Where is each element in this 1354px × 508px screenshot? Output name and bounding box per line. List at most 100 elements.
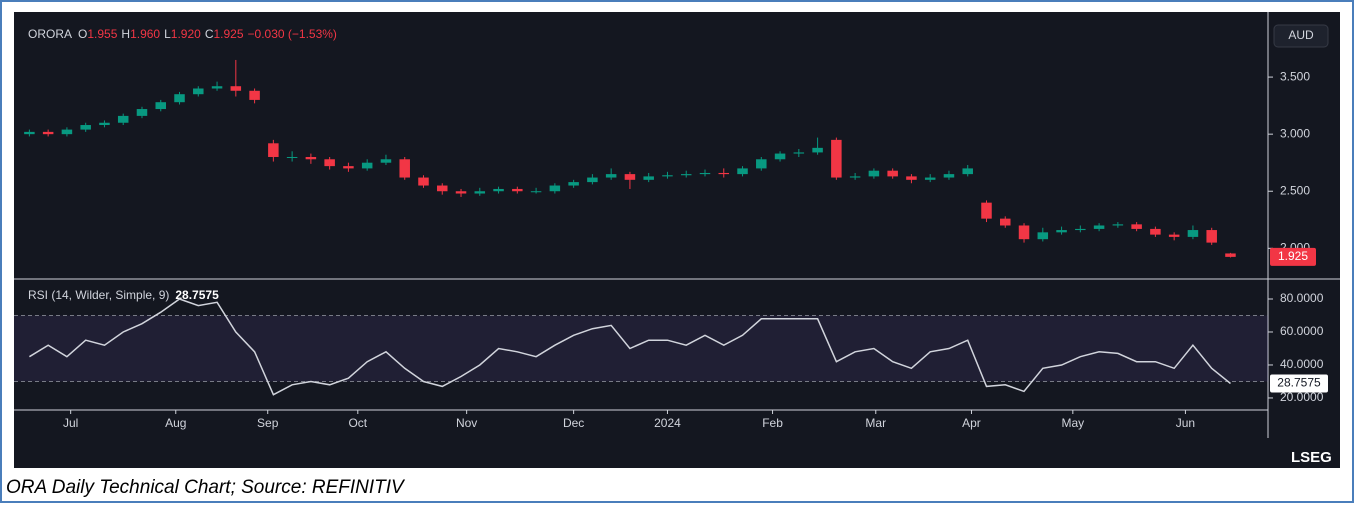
x-tick-label: Feb xyxy=(762,416,783,430)
x-tick-label: Oct xyxy=(348,416,367,430)
y-tick-label: 3.500 xyxy=(1280,69,1310,83)
rsi-line xyxy=(29,298,1231,396)
candle-body xyxy=(361,162,373,169)
candle-body xyxy=(549,185,561,192)
candle-body xyxy=(737,168,748,175)
candle-body xyxy=(230,86,242,91)
candle-body xyxy=(831,139,842,178)
candle-body xyxy=(1150,228,1161,235)
rsi-value: 28.7575 xyxy=(175,288,219,302)
candle-body xyxy=(61,129,73,135)
candle-body xyxy=(418,177,429,186)
candle-body xyxy=(943,174,955,178)
caption: ORA Daily Technical Chart; Source: REFIN… xyxy=(6,477,406,498)
candle-body xyxy=(1093,225,1105,229)
ohlc-label: H xyxy=(121,27,130,41)
ohlc-label: O xyxy=(78,27,87,41)
candle-body xyxy=(343,166,354,169)
candle-body xyxy=(1000,218,1011,226)
candle-body xyxy=(662,175,673,177)
candle-body xyxy=(80,125,91,130)
candle-body xyxy=(268,143,279,157)
y-tick-label: 3.000 xyxy=(1280,126,1310,140)
candle-body xyxy=(624,174,636,180)
candle-body xyxy=(117,115,129,123)
candle-body xyxy=(512,188,523,192)
y-tick-label: 20.0000 xyxy=(1280,390,1324,404)
ohlc-value: 1.955 xyxy=(87,27,117,41)
x-tick-label: Aug xyxy=(165,416,186,430)
ohlc-label: L xyxy=(164,27,171,41)
candle-body xyxy=(1206,230,1217,243)
price-header: ORORA O1.955 H1.960 L1.920 C1.925 −0.030 (−1.… xyxy=(28,27,337,41)
candle-body xyxy=(568,182,579,186)
candle-body xyxy=(1037,232,1049,240)
candle-body xyxy=(718,172,730,175)
candle-body xyxy=(24,131,35,135)
candle-body xyxy=(962,168,973,175)
y-tick-label: 40.0000 xyxy=(1280,357,1324,371)
ohlc-value: 1.960 xyxy=(130,27,160,41)
candle-body xyxy=(887,170,898,177)
candle-body xyxy=(1056,230,1067,233)
rsi-title: RSI (14, Wilder, Simple, 9) xyxy=(28,288,169,302)
ohlc-value: 1.920 xyxy=(171,27,201,41)
candle-body xyxy=(1075,228,1086,231)
x-tick-label: Jul xyxy=(63,416,78,430)
y-tick-label: 2.500 xyxy=(1280,183,1310,197)
candle-body xyxy=(849,176,861,178)
candle-body xyxy=(380,159,392,163)
candle-body xyxy=(1187,230,1199,237)
candle-body xyxy=(699,172,711,175)
candle-body xyxy=(99,122,110,126)
currency-button[interactable] xyxy=(1273,24,1329,48)
ohlc-label: C xyxy=(205,27,214,41)
candle-body xyxy=(155,102,167,110)
candle-body xyxy=(680,174,692,176)
symbol: ORORA xyxy=(28,27,72,41)
candle-body xyxy=(474,191,486,194)
candle-body xyxy=(136,109,148,116)
last-price: 1.925 xyxy=(1278,249,1308,263)
x-tick-label: Nov xyxy=(456,416,477,430)
x-tick-label: Mar xyxy=(865,416,886,430)
chart-background xyxy=(14,12,1340,468)
candle-body xyxy=(1112,224,1124,226)
x-tick-label: Apr xyxy=(962,416,981,430)
candle-body xyxy=(530,191,542,193)
candle-body xyxy=(924,177,936,180)
x-tick-label: May xyxy=(1061,416,1084,430)
candle-body xyxy=(193,88,204,95)
candle-body xyxy=(868,170,880,177)
candle-body xyxy=(774,153,786,160)
candle-body xyxy=(1225,253,1236,257)
candle-body xyxy=(211,86,223,89)
last-price-box xyxy=(1270,247,1316,266)
candle-body xyxy=(399,159,410,178)
y-tick-label: 80.0000 xyxy=(1280,291,1324,305)
candle-body xyxy=(906,176,917,180)
x-tick-label: Sep xyxy=(257,416,279,430)
y-tick-label: 60.0000 xyxy=(1280,324,1324,338)
currency[interactable]: AUD xyxy=(1288,28,1314,42)
candle-body xyxy=(324,159,335,167)
x-tick-label: Dec xyxy=(563,416,584,430)
candle-body xyxy=(587,177,598,183)
logo: LSEG xyxy=(1291,449,1332,466)
rsi-last-box xyxy=(1270,374,1328,393)
candle-body xyxy=(249,90,260,100)
rsi-band xyxy=(14,315,1268,382)
ohlc-value: 1.925 xyxy=(213,27,243,41)
change: −0.030 (−1.53%) xyxy=(248,27,337,41)
candle-body xyxy=(305,156,317,160)
candle-body xyxy=(981,202,992,219)
candle-body xyxy=(756,159,767,169)
candle-body xyxy=(1168,234,1180,237)
candle-body xyxy=(605,174,617,178)
candle-body xyxy=(174,94,185,103)
rsi-header: RSI (14, Wilder, Simple, 9) 28.7575 xyxy=(28,288,219,302)
rsi-last: 28.7575 xyxy=(1277,376,1321,390)
candle-body xyxy=(1018,225,1030,240)
candle-body xyxy=(793,152,805,154)
